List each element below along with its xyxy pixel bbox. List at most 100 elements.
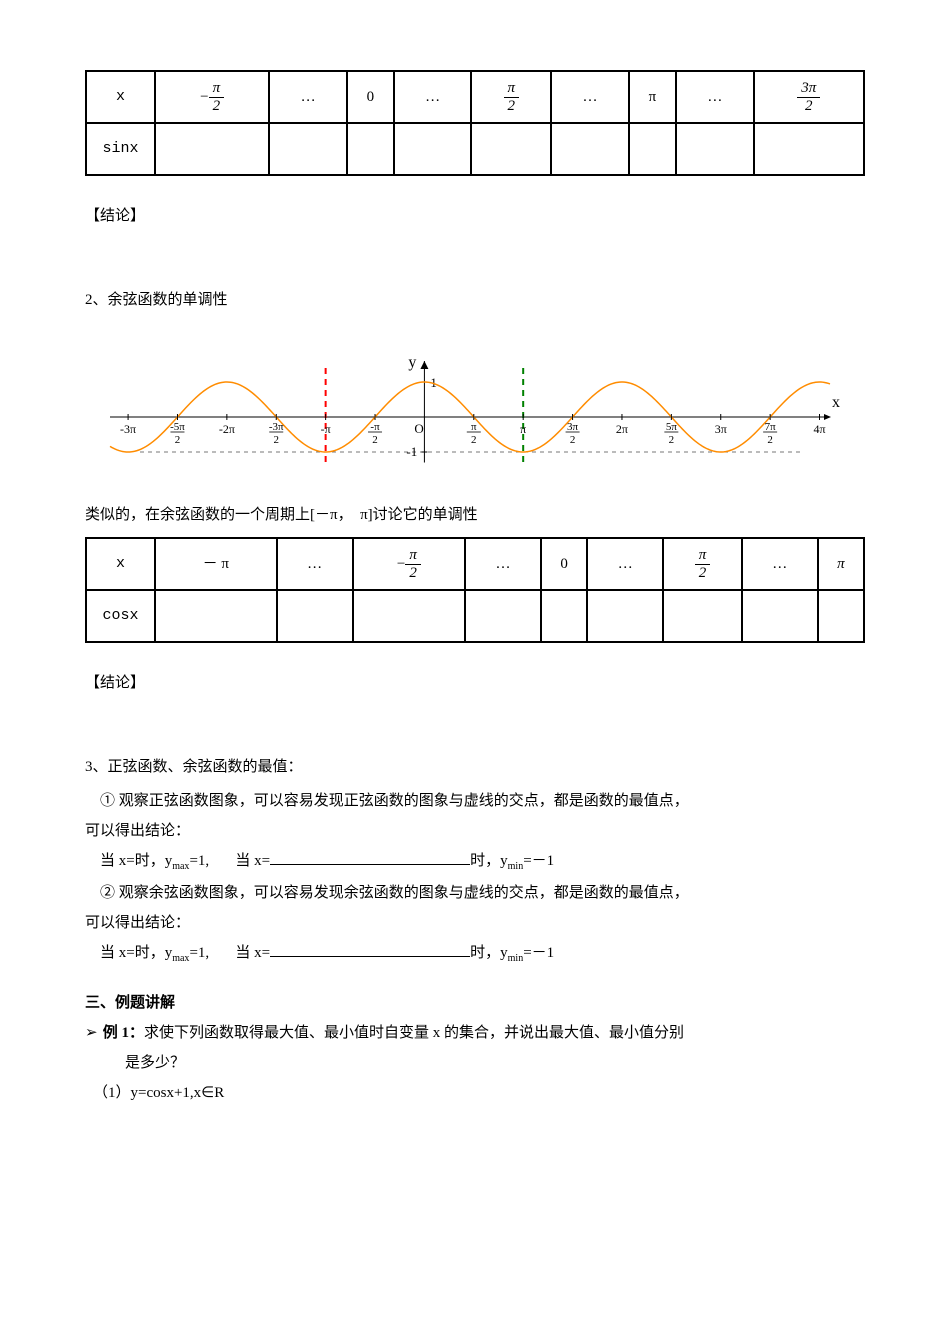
cos-table: x － π … −π2 … 0 … π2 … π cosx <box>85 537 865 643</box>
cos-table-cell: π2 <box>663 538 741 590</box>
svg-text:y: y <box>408 354 416 371</box>
svg-text:7π: 7π <box>765 421 777 433</box>
example1: ➢ 例 1：求使下列函数取得最大值、最小值时自变量 x 的集合，并说出最大值、最… <box>85 1021 865 1045</box>
sin-table-cell: π <box>629 71 676 123</box>
sin-table-cell <box>471 123 551 175</box>
sin-table-cell: 0 <box>347 71 394 123</box>
point1-line2: 可以得出结论： <box>85 819 865 843</box>
svg-text:O: O <box>414 421 423 436</box>
svg-text:-2π: -2π <box>219 422 235 436</box>
cos-table-cell <box>541 590 587 642</box>
svg-text:2: 2 <box>669 434 675 446</box>
sin-table-cell: π2 <box>471 71 551 123</box>
cosine-chart: yx1-1-3π-5π2-2π-3π2-π-π2Oπ2π3π22π5π23π7π… <box>100 322 850 487</box>
sin-table-cell: −π2 <box>155 71 269 123</box>
sin-table-cell: … <box>269 71 347 123</box>
svg-text:3π: 3π <box>567 421 579 433</box>
text: =－1 <box>523 853 554 869</box>
cos-table-x-label: x <box>86 538 155 590</box>
cos-table-cell <box>742 590 818 642</box>
example1-label: 例 1： <box>103 1025 144 1041</box>
cos-table-cell <box>277 590 353 642</box>
cos-table-cell <box>353 590 465 642</box>
cos-table-cell <box>465 590 541 642</box>
svg-text:2: 2 <box>570 434 576 446</box>
svg-text:-3π: -3π <box>269 421 284 433</box>
cos-table-cell <box>663 590 741 642</box>
blank <box>270 942 470 957</box>
sin-table-cell <box>394 123 472 175</box>
svg-text:2: 2 <box>767 434 773 446</box>
svg-text:π: π <box>471 421 477 433</box>
sin-table-cell <box>551 123 629 175</box>
svg-text:-5π: -5π <box>170 421 185 433</box>
sub-min: min <box>508 861 524 872</box>
blank <box>270 850 470 865</box>
conclusion-1: 【结论】 <box>85 204 865 228</box>
cos-table-cell: … <box>277 538 353 590</box>
cos-table-cell: … <box>465 538 541 590</box>
sin-table-cell <box>676 123 754 175</box>
sin-table-x-label: x <box>86 71 155 123</box>
svg-text:π: π <box>520 422 526 436</box>
cos-table-cell <box>155 590 277 642</box>
sin-table-cell: … <box>394 71 472 123</box>
sin-table-cell <box>754 123 864 175</box>
svg-text:-3π: -3π <box>120 422 136 436</box>
cos-period-text: 类似的，在余弦函数的一个周期上[－π， π]讨论它的单调性 <box>85 503 865 527</box>
cos-table-cell: … <box>742 538 818 590</box>
cos-table-cell <box>818 590 864 642</box>
text: =1, <box>189 853 209 869</box>
svg-text:-1: -1 <box>406 444 417 459</box>
svg-text:3π: 3π <box>715 422 727 436</box>
conclusion-2: 【结论】 <box>85 671 865 695</box>
sin-table-sinx-label: sinx <box>86 123 155 175</box>
sin-table: x −π2 … 0 … π2 … π … 3π2 sinx <box>85 70 865 176</box>
section3-heading: 3、正弦函数、余弦函数的最值： <box>85 755 865 779</box>
sin-table-cell <box>269 123 347 175</box>
svg-text:x: x <box>832 394 840 411</box>
cos-table-cell: － π <box>155 538 277 590</box>
cos-table-cosx-label: cosx <box>86 590 155 642</box>
section2-heading: 2、余弦函数的单调性 <box>85 288 865 312</box>
svg-text:-π: -π <box>321 422 331 436</box>
text: =－1 <box>523 945 554 961</box>
text: 时，y <box>470 853 508 869</box>
svg-text:2: 2 <box>175 434 181 446</box>
cos-table-cell: 0 <box>541 538 587 590</box>
examples-heading: 三、例题讲解 <box>85 991 865 1015</box>
point1-line1: ① 观察正弦函数图象，可以容易发现正弦函数的图象与虚线的交点，都是函数的最值点， <box>85 789 865 813</box>
cos-max-min-line: 当 x=时，ymax=1, 当 x=时，ymin=－1 <box>85 941 865 967</box>
sin-table-cell <box>155 123 269 175</box>
example1-text: 求使下列函数取得最大值、最小值时自变量 x 的集合，并说出最大值、最小值分别 <box>144 1025 684 1041</box>
text: 当 x=时，y <box>85 853 172 869</box>
svg-text:2: 2 <box>372 434 378 446</box>
example1-item1: （1）y=cosx+1,x∈R <box>85 1081 865 1105</box>
sub-min: min <box>508 953 524 964</box>
text: 当 x= <box>235 853 270 869</box>
sin-table-cell: … <box>551 71 629 123</box>
cos-table-cell <box>587 590 663 642</box>
sin-table-cell <box>629 123 676 175</box>
svg-text:2: 2 <box>471 434 477 446</box>
example1-cont: 是多少？ <box>85 1051 865 1075</box>
cos-table-cell: π <box>818 538 864 590</box>
sin-table-cell: … <box>676 71 754 123</box>
cos-table-cell: −π2 <box>353 538 465 590</box>
text: =1, <box>189 945 209 961</box>
svg-text:2: 2 <box>273 434 279 446</box>
cosine-chart-container: yx1-1-3π-5π2-2π-3π2-π-π2Oπ2π3π22π5π23π7π… <box>85 322 865 495</box>
point2-line2: 可以得出结论： <box>85 911 865 935</box>
sin-table-cell: 3π2 <box>754 71 864 123</box>
text: 时，y <box>470 945 508 961</box>
text: 当 x=时，y <box>85 945 172 961</box>
sin-table-cell <box>347 123 394 175</box>
svg-text:4π: 4π <box>813 422 825 436</box>
sub-max: max <box>172 861 189 872</box>
sub-max: max <box>172 953 189 964</box>
point2-line1: ② 观察余弦函数图象，可以容易发现余弦函数的图象与虚线的交点，都是函数的最值点， <box>85 881 865 905</box>
sin-max-min-line: 当 x=时，ymax=1, 当 x=时，ymin=－1 <box>85 849 865 875</box>
cos-table-cell: … <box>587 538 663 590</box>
text: 当 x= <box>235 945 270 961</box>
svg-text:5π: 5π <box>666 421 678 433</box>
